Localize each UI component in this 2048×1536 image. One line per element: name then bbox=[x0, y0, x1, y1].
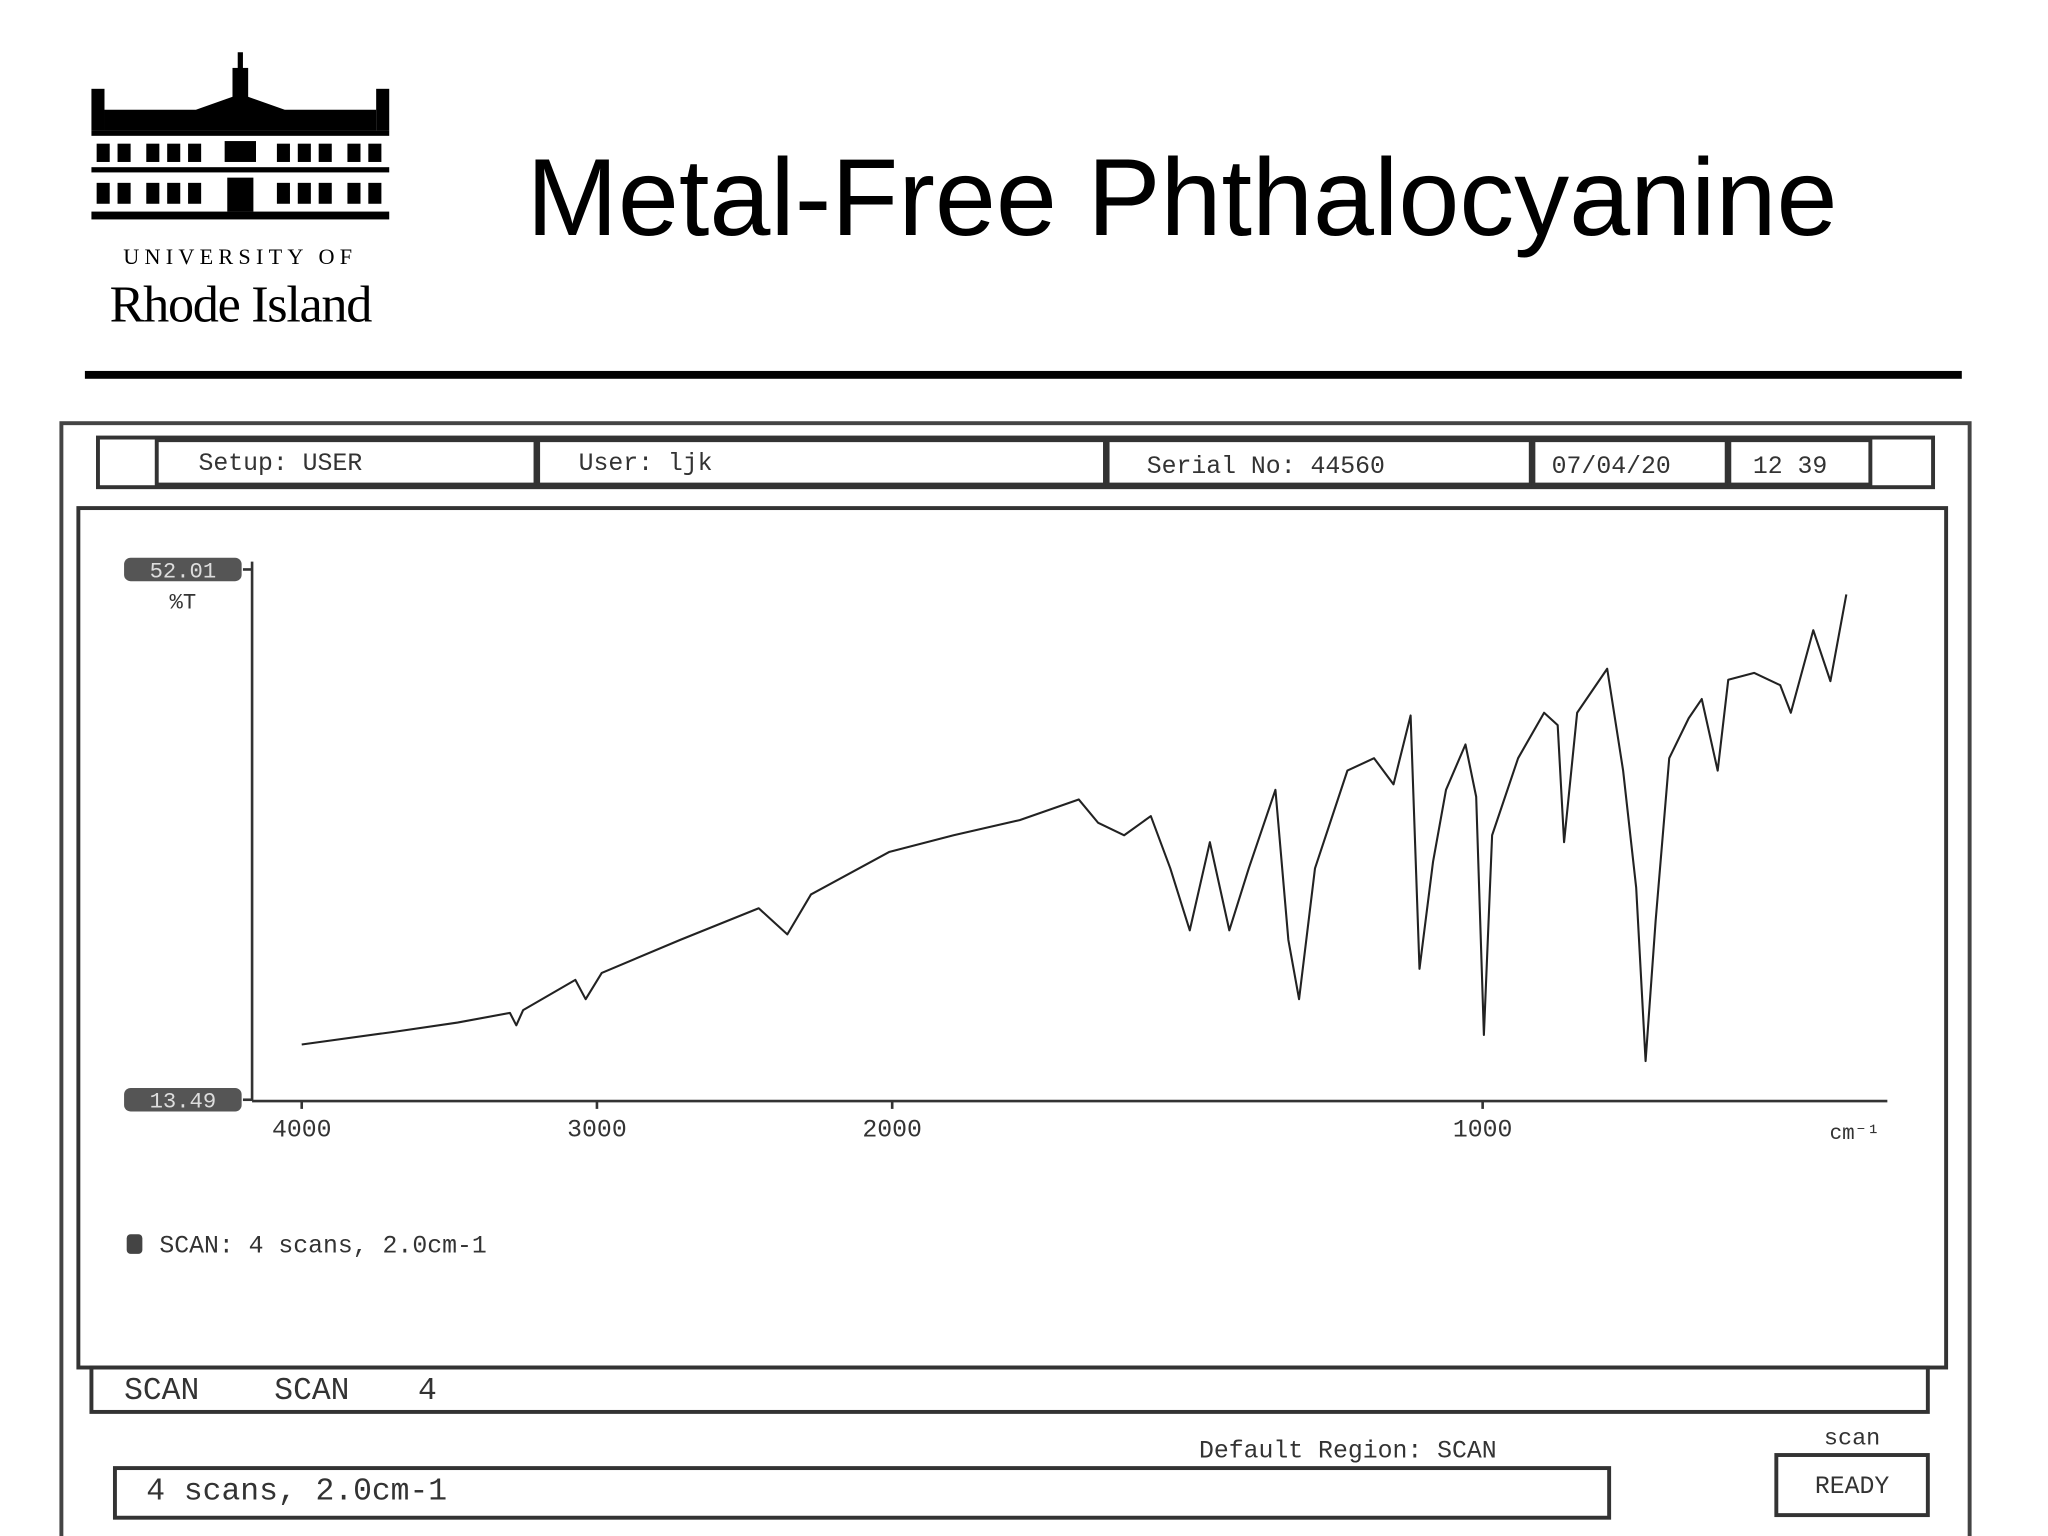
legend-swatch bbox=[126, 1234, 143, 1254]
button-caption: scan bbox=[1824, 1426, 1880, 1453]
spectrum-line bbox=[301, 594, 1848, 1063]
mode-text: SCAN bbox=[124, 1374, 199, 1409]
time-field: 12 39 bbox=[1753, 453, 1827, 481]
region-text: Default Region: SCAN bbox=[1199, 1438, 1497, 1466]
y-tick-label: 13.49 bbox=[150, 1090, 217, 1115]
x-tick-label: 2000 bbox=[862, 1116, 922, 1144]
user-field: User: ljk bbox=[579, 450, 713, 478]
slide-title: Metal-Free Phthalocyanine bbox=[527, 137, 1838, 259]
y-tick-box bbox=[124, 1088, 242, 1112]
x-axis-label: cm⁻¹ bbox=[1830, 1123, 1880, 1146]
x-tick-label: 3000 bbox=[567, 1116, 627, 1144]
mode-text: 4 bbox=[418, 1374, 437, 1409]
plot-panel bbox=[76, 506, 1949, 1370]
title-rule bbox=[84, 370, 1962, 379]
setup-field: Setup: USER bbox=[199, 450, 363, 478]
plot: 4000 3000 2000 1000 13.49 52.01 bbox=[124, 557, 1848, 1144]
y-tick-box bbox=[124, 557, 242, 582]
input-text: 4 scans, 2.0cm-1 bbox=[146, 1474, 447, 1509]
logo-line1: UNIVERSITY OF bbox=[123, 244, 357, 269]
ready-label: READY bbox=[1815, 1473, 1890, 1501]
logo: UNIVERSITY OF Rhode Island bbox=[91, 52, 390, 333]
input-box[interactable] bbox=[112, 1466, 1612, 1520]
serial-field: Serial No: 44560 bbox=[1147, 453, 1385, 481]
mode-bar bbox=[89, 1365, 1930, 1414]
mode-text: SCAN bbox=[274, 1374, 349, 1409]
ready-button[interactable] bbox=[1774, 1453, 1930, 1518]
logo-line2: Rhode Island bbox=[110, 275, 373, 333]
x-tick-label: 1000 bbox=[1453, 1116, 1513, 1144]
screen-frame bbox=[59, 421, 1972, 1536]
x-tick-label: 4000 bbox=[272, 1116, 332, 1144]
y-tick-label: 52.01 bbox=[150, 559, 217, 584]
date-field: 07/04/20 bbox=[1552, 453, 1671, 481]
legend-label: SCAN: 4 scans, 2.0cm-1 bbox=[159, 1233, 486, 1261]
y-axis-label: %T bbox=[170, 591, 197, 616]
status-bar bbox=[96, 435, 1936, 490]
